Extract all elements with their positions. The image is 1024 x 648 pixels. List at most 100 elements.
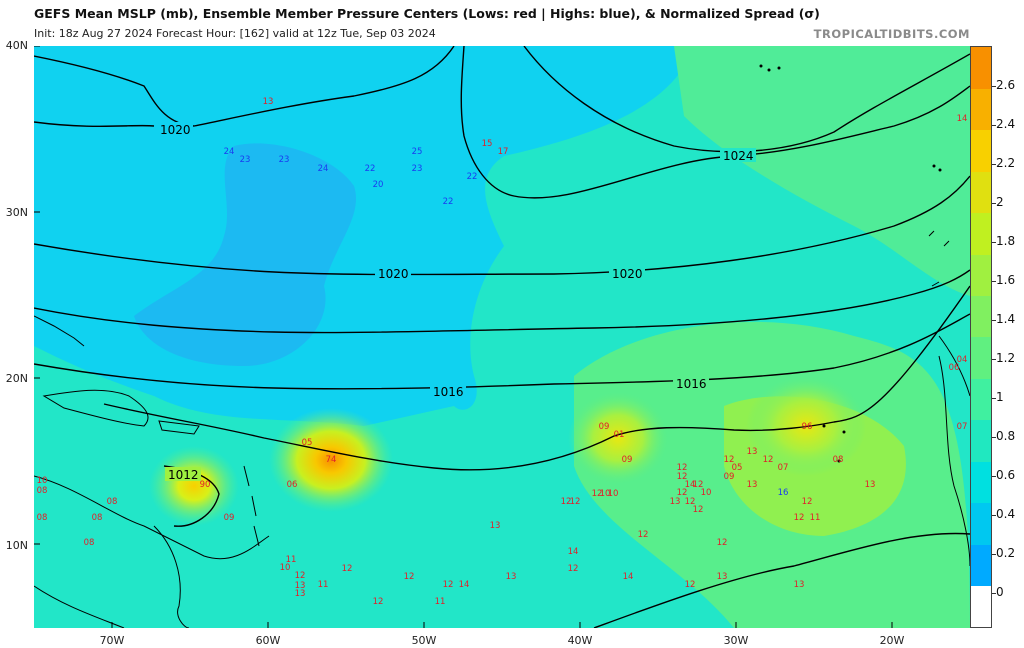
low-center-value: 01 bbox=[614, 430, 625, 440]
moderate-spread-ne bbox=[674, 46, 970, 296]
isobar-south-1 bbox=[34, 269, 970, 334]
isobar-labels: 1020 1024 1020 1020 1016 1016 1012 bbox=[157, 122, 756, 482]
low-center-value: 90 bbox=[200, 480, 211, 490]
low-center-value: 09 bbox=[622, 455, 633, 465]
colorbar-tick-mark bbox=[992, 593, 996, 594]
low-center-value: 12 bbox=[763, 455, 774, 465]
colorbar-tick-mark bbox=[992, 242, 996, 243]
low-center-value: 14 bbox=[623, 572, 634, 582]
colorbar-segment bbox=[971, 337, 991, 379]
colorbar-tick-mark bbox=[992, 398, 996, 399]
spread-maximum-3 bbox=[568, 392, 668, 484]
high-center-value: 23 bbox=[240, 155, 251, 165]
colorbar-tick-mark bbox=[992, 320, 996, 321]
low-center-value: 08 bbox=[107, 497, 118, 507]
low-center-value: 13 bbox=[865, 480, 876, 490]
colorbar-tick-label: 0.4 bbox=[996, 507, 1016, 521]
colorbar-tick-label: 1.8 bbox=[996, 234, 1016, 248]
colorbar-tick-mark bbox=[992, 281, 996, 282]
low-center-value: 14 bbox=[568, 547, 579, 557]
lon-label-60w: 60W bbox=[255, 634, 281, 647]
low-center-value: 12 bbox=[794, 513, 805, 523]
isobar-label: 1024 bbox=[723, 149, 754, 163]
spread-colorbar bbox=[970, 46, 992, 628]
isobar-label: 1016 bbox=[433, 385, 464, 399]
high-center-value: 16 bbox=[778, 488, 789, 498]
low-center-value: 09 bbox=[599, 422, 610, 432]
low-center-value: 10 bbox=[600, 489, 611, 499]
low-center-value: 10 bbox=[280, 563, 291, 573]
site-watermark: TROPICALTIDBITS.COM bbox=[813, 27, 970, 41]
low-center-value: 13 bbox=[747, 447, 758, 457]
colorbar-tick-mark bbox=[992, 359, 996, 360]
low-center-value: 09 bbox=[224, 513, 235, 523]
low-center-value: 12 bbox=[685, 497, 696, 507]
colorbar-segment bbox=[971, 502, 991, 545]
colorbar-segment bbox=[971, 378, 991, 421]
low-center-value: 12 bbox=[693, 505, 704, 515]
high-center-value: 23 bbox=[412, 164, 423, 174]
low-center-value: 13 bbox=[747, 480, 758, 490]
isobar-1016 bbox=[34, 313, 970, 390]
low-center-value: 12 bbox=[443, 580, 454, 590]
low-center-value: 05 bbox=[732, 463, 743, 473]
isobar-label: 1016 bbox=[676, 377, 707, 391]
colorbar-segment bbox=[971, 129, 991, 172]
colorbar-tick-label: 0.2 bbox=[996, 546, 1016, 560]
high-center-value: 23 bbox=[279, 155, 290, 165]
colorbar-tick-mark bbox=[992, 86, 996, 87]
low-center-value: 12 bbox=[677, 488, 688, 498]
isobar-label: 1012 bbox=[168, 468, 199, 482]
low-center-value: 13 bbox=[670, 497, 681, 507]
low-center-value: 13 bbox=[295, 589, 306, 599]
low-center-value: 12 bbox=[570, 497, 581, 507]
lowest-spread-region bbox=[134, 143, 357, 366]
low-center-value: 08 bbox=[833, 455, 844, 465]
low-center-value: 17 bbox=[498, 147, 509, 157]
low-center-value: 08 bbox=[37, 486, 48, 496]
lon-label-40w: 40W bbox=[567, 634, 593, 647]
colorbar-tick-label: 1 bbox=[996, 390, 1004, 404]
low-center-value: 12 bbox=[693, 480, 704, 490]
low-center-value: 11 bbox=[435, 597, 446, 607]
coastlines bbox=[34, 230, 970, 628]
low-center-value: 06 bbox=[287, 480, 298, 490]
isobar-1020-mid bbox=[34, 175, 970, 276]
spread-maximum-4 bbox=[746, 376, 866, 476]
low-center-value: 12 bbox=[724, 455, 735, 465]
low-center-value: 12 bbox=[592, 489, 603, 499]
lat-label-40n: 40N bbox=[5, 39, 28, 52]
spread-maximum-2 bbox=[149, 446, 239, 526]
colorbar-segment bbox=[971, 295, 991, 338]
colorbar-tick-mark bbox=[992, 164, 996, 165]
chart-subtitle: Init: 18z Aug 27 2024 Forecast Hour: [16… bbox=[34, 27, 436, 40]
low-center-value: 10 bbox=[608, 489, 619, 499]
isobar-1016-south bbox=[103, 285, 970, 471]
colorbar-tick-label: 2 bbox=[996, 195, 1004, 209]
low-center-value: 12 bbox=[295, 571, 306, 581]
low-center-value: 12 bbox=[638, 530, 649, 540]
colorbar-tick-label: 0.8 bbox=[996, 429, 1016, 443]
colorbar-segment bbox=[971, 461, 991, 504]
colorbar-segment bbox=[971, 254, 991, 297]
low-center-value: 12 bbox=[568, 564, 579, 574]
colorbar-tick-label: 1.6 bbox=[996, 273, 1016, 287]
colorbar-tick-label: 1.4 bbox=[996, 312, 1016, 326]
low-center-value: 12 bbox=[677, 463, 688, 473]
map-panel: 1020 1024 1020 1020 1016 1016 1012 13 15 1… bbox=[34, 46, 970, 628]
isobar-1024 bbox=[460, 46, 970, 199]
colorbar-segment bbox=[971, 544, 991, 587]
isobar-1020-north bbox=[34, 46, 455, 127]
high-center-value: 22 bbox=[443, 197, 454, 207]
colorbar-tick-mark bbox=[992, 125, 996, 126]
colorbar-tick-label: 0 bbox=[996, 585, 1004, 599]
spread-maximum-1 bbox=[269, 408, 393, 512]
low-center-value: 14 bbox=[957, 114, 968, 124]
low-center-value: 05 bbox=[302, 438, 313, 448]
high-center-value: 22 bbox=[365, 164, 376, 174]
low-center-value: 15 bbox=[482, 139, 493, 149]
low-center-value: 08 bbox=[84, 538, 95, 548]
isobar-label: 1020 bbox=[612, 267, 643, 281]
low-center-value: 13 bbox=[490, 521, 501, 531]
